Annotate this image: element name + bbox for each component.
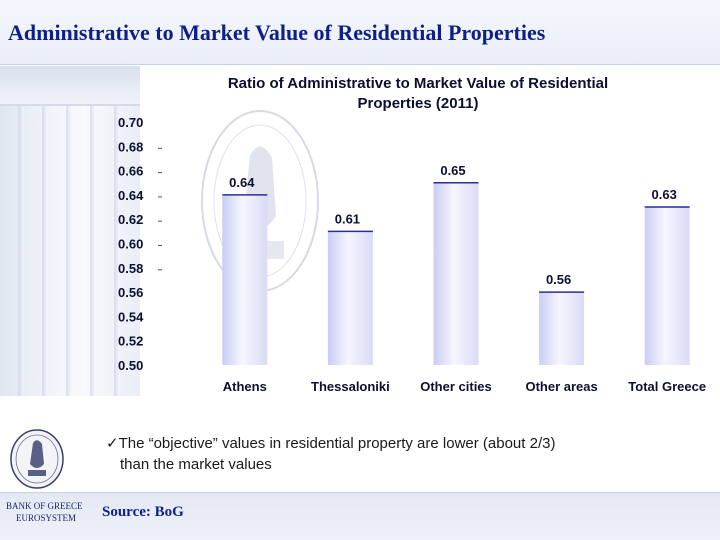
bar-value-label: 0.65 (440, 163, 465, 178)
x-category-label: Other cities (420, 379, 492, 394)
bar (644, 207, 690, 365)
x-axis: Athens Thessaloniki Other cities Other area… (223, 379, 706, 394)
bar (539, 292, 585, 365)
bank-subtitle: EUROSYSTEM (16, 513, 77, 523)
bar-chart: Ratio of Administrative to Market Value … (118, 75, 706, 394)
y-tick-label: 0.54 (118, 309, 144, 324)
y-tick-label: 0.60 (118, 237, 143, 252)
bar-value-label: 0.56 (546, 272, 571, 287)
y-tick-label: 0.52 (118, 334, 143, 349)
chart-title-line2: Properties (2011) (358, 95, 479, 112)
column-flute (42, 106, 48, 396)
bar-value-label: 0.64 (229, 175, 255, 190)
x-category-label: Thessaloniki (311, 379, 390, 394)
bar (327, 231, 373, 365)
column-flute (90, 106, 96, 396)
bar (222, 194, 268, 365)
x-category-label: Other areas (525, 379, 597, 394)
bar-value-label: 0.63 (652, 187, 677, 202)
source-label: Source: BoG (102, 504, 184, 520)
y-tick-label: 0.62 (118, 212, 143, 227)
bank-name: BANK OF GREECE (6, 501, 83, 511)
column-flute (66, 106, 72, 396)
column-capital (0, 66, 140, 106)
bar (433, 182, 479, 365)
x-category-label: Total Greece (628, 379, 706, 394)
slide-header: Administrative to Market Value of Reside… (0, 0, 720, 65)
chart-area: Ratio of Administrative to Market Value … (100, 66, 720, 400)
note-line-2: than the market values (120, 456, 272, 473)
column-flute (18, 106, 24, 396)
y-tick-label: 0.64 (118, 188, 144, 203)
note-line-1: ✓The “objective” values in residential p… (106, 434, 555, 452)
y-tick-label: 0.50 (118, 358, 143, 373)
bars: 0.64 0.61 0.65 0.56 0.63 (222, 163, 690, 365)
y-tick-label: 0.70 (118, 115, 143, 130)
y-tick-label: 0.68 (118, 139, 143, 154)
y-tick-label: 0.66 (118, 164, 143, 179)
note-text-1: The “objective” values in residential pr… (118, 435, 556, 452)
bank-seal-icon (10, 429, 64, 489)
slide-title: Administrative to Market Value of Reside… (8, 20, 546, 45)
x-category-label: Athens (223, 379, 267, 394)
chart-title-line1: Ratio of Administrative to Market Value … (228, 75, 608, 92)
column-decoration (0, 66, 140, 396)
slide-footer: BANK OF GREECE EUROSYSTEM Source: BoG (0, 492, 720, 540)
column-flute (114, 106, 120, 396)
check-icon: ✓ (106, 434, 119, 452)
y-tick-label: 0.58 (118, 261, 143, 276)
y-tick-label: 0.56 (118, 285, 143, 300)
bar-value-label: 0.61 (335, 211, 360, 226)
note-block: ✓The “objective” values in residential p… (100, 400, 720, 492)
y-axis: 0.70 0.68 0.66 0.64 0.62 0.60 0.58 0.56 0.54 0.52… (118, 115, 162, 373)
